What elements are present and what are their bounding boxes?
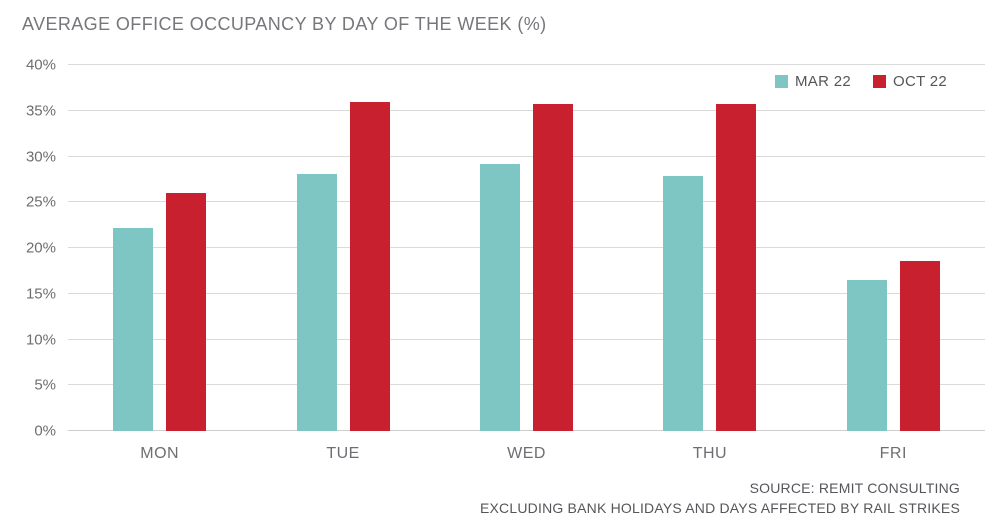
gridline-20 bbox=[68, 247, 985, 248]
bar-group-thu bbox=[663, 65, 757, 431]
plot-area bbox=[68, 64, 985, 431]
bar-group-fri bbox=[846, 65, 940, 431]
gridline-30 bbox=[68, 155, 985, 157]
gridline-0 bbox=[68, 430, 985, 431]
bar-oct-22-tue bbox=[349, 101, 390, 431]
bar-oct-22-mon bbox=[166, 193, 207, 431]
bar-oct-22-fri bbox=[899, 260, 940, 431]
gridline-40 bbox=[68, 64, 985, 65]
x-tick-label-fri: FRI bbox=[879, 445, 907, 462]
legend: MAR 22 OCT 22 bbox=[775, 73, 947, 90]
legend-label: MAR 22 bbox=[795, 73, 851, 90]
y-tick-label-35: 35% bbox=[25, 102, 56, 120]
y-axis-labels: 0% 5% 10% 15% 20% 25% 30% 35% 40% bbox=[0, 57, 56, 440]
bar-oct-22-thu bbox=[716, 104, 757, 431]
y-tick-label-5: 5% bbox=[34, 376, 56, 394]
legend-swatch-icon bbox=[873, 75, 886, 88]
bar-mar-22-wed bbox=[480, 163, 520, 431]
y-tick-label-40: 40% bbox=[25, 56, 56, 74]
bar-mar-22-mon bbox=[113, 227, 154, 431]
bar-mar-22-tue bbox=[296, 173, 337, 431]
source-line: SOURCE: REMIT CONSULTING bbox=[749, 480, 960, 496]
x-tick-label-mon: MON bbox=[140, 445, 180, 462]
legend-item-mar-22: MAR 22 bbox=[775, 73, 851, 90]
y-tick-label-15: 15% bbox=[25, 285, 56, 303]
y-tick-label-30: 30% bbox=[25, 148, 56, 165]
bar-group-tue bbox=[296, 65, 390, 431]
gridline-5 bbox=[68, 384, 985, 386]
bar-mar-22-thu bbox=[663, 175, 704, 431]
bar-group-wed bbox=[480, 65, 573, 431]
y-tick-label-0: 0% bbox=[34, 422, 56, 440]
x-tick-label-thu: THU bbox=[692, 445, 728, 462]
bar-group-mon bbox=[113, 65, 207, 431]
gridline-10 bbox=[68, 338, 985, 340]
gridline-35 bbox=[68, 109, 985, 111]
x-tick-label-tue: TUE bbox=[326, 445, 360, 462]
gridline-25 bbox=[68, 201, 985, 203]
gridline-15 bbox=[68, 292, 985, 294]
x-axis-labels: MON TUE WED THU FRI bbox=[68, 445, 985, 467]
y-tick-label-20: 20% bbox=[25, 239, 56, 257]
legend-swatch-icon bbox=[775, 75, 788, 88]
source-note: SOURCE: REMIT CONSULTING EXCLUDING BANK … bbox=[480, 478, 960, 518]
y-tick-label-25: 25% bbox=[25, 193, 56, 211]
bar-oct-22-wed bbox=[533, 104, 573, 431]
legend-item-oct-22: OCT 22 bbox=[873, 73, 947, 90]
chart-title: AVERAGE OFFICE OCCUPANCY BY DAY OF THE W… bbox=[22, 14, 547, 34]
bar-mar-22-fri bbox=[846, 280, 887, 431]
exclusion-line: EXCLUDING BANK HOLIDAYS AND DAYS AFFECTE… bbox=[479, 500, 960, 516]
legend-label: OCT 22 bbox=[893, 73, 948, 90]
y-tick-label-10: 10% bbox=[25, 331, 56, 348]
x-tick-label-wed: WED bbox=[507, 445, 546, 462]
